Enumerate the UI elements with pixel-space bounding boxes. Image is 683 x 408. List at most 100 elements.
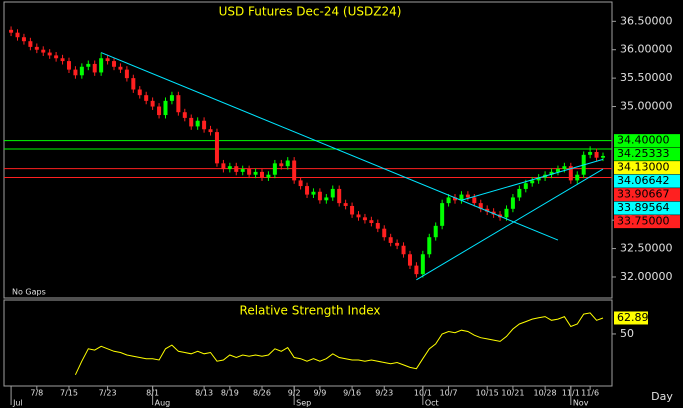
candle-body [169,95,174,101]
y-tick-label: 50 [620,327,634,340]
candle-body [395,242,400,246]
month-label: Sep [296,399,311,408]
price-label: 33.75000 [617,215,670,228]
price-label-box [614,215,680,229]
price-label: 34.06642 [617,174,670,187]
price-label-box [614,161,680,175]
candle-body [214,132,219,164]
candle-body [388,237,393,243]
candle-body [259,171,264,178]
candle-body [9,29,14,33]
price-label: 34.40000 [617,134,670,147]
candle-body [517,188,522,198]
price-label: 34.13000 [617,161,670,174]
candle-body [588,151,593,155]
candle-body [118,66,123,70]
candle-body [163,100,168,116]
candle-body [414,265,419,275]
rsi-line [74,312,604,376]
month-label: Aug [155,399,171,408]
candle-body [453,197,458,201]
price-label-box [614,174,680,188]
trendline [100,52,559,241]
chart-title: USD Futures Dec-24 (USDZ24) [219,5,402,19]
x-tick-label: 7/23 [99,389,117,398]
y-tick-label: 35.00000 [620,100,673,113]
candle-body [440,203,445,226]
candle-body [568,166,573,181]
x-tick-label: 8/13 [195,389,213,398]
candle-body [124,69,129,79]
x-tick-label: 8/26 [253,389,271,398]
candle-body [298,180,303,187]
x-tick-label: 9/23 [375,389,393,398]
y-tick-label: 32.00000 [620,270,673,283]
month-label: Oct [425,399,439,408]
candle-body [369,220,374,224]
candle-body [530,180,535,184]
candle-body [47,52,52,56]
candle-body [311,191,316,195]
y-tick-label: 36.50000 [620,14,673,27]
month-label: Jul [12,399,23,408]
price-label-box [614,147,680,161]
price-label-box [614,188,680,202]
candle-body [41,49,46,53]
x-tick-label: 10/21 [501,389,524,398]
x-tick-label: 8/19 [221,389,239,398]
candle-body [362,217,367,221]
y-tick-label: 36.00000 [620,43,673,56]
candle-body [195,120,200,127]
candle-body [465,194,470,198]
candle-body [131,78,136,90]
x-tick-label: 11/6 [581,389,599,398]
x-tick-label: 10/15 [476,389,499,398]
x-tick-label: 7/15 [60,389,78,398]
x-unit: Day [651,390,673,403]
candle-body [356,214,361,218]
candle-body [182,112,187,118]
candle-body [157,106,162,116]
candle-body [324,197,329,201]
note: No Gaps [12,288,46,297]
candle-body [600,155,605,158]
candle-body [427,237,432,255]
candle-body [92,63,97,73]
x-tick-label: 10/28 [534,389,557,398]
candle-body [536,177,541,181]
candle-body [446,197,451,204]
candle-body [99,58,104,73]
candle-body [472,197,477,204]
price-label-box [614,134,680,148]
candle-body [253,171,258,175]
candle-body [15,32,20,38]
candle-body [375,223,380,229]
candle-body [234,166,239,172]
candle-body [34,46,39,50]
candle-body [504,208,509,218]
month-label: Nov [573,399,589,408]
candle-body [420,254,425,275]
candle-body [407,254,412,266]
price-panel [3,1,613,299]
candle-body [279,163,284,167]
price-label: 33.89564 [617,201,670,214]
candle-body [112,61,117,67]
candle-body [433,225,438,238]
candle-body [575,174,580,181]
candle-body [176,95,181,113]
y-tick-label: 32.50000 [620,242,673,255]
price-label: 33.90667 [617,188,670,201]
trendline [416,168,604,281]
price-label-box [614,201,680,215]
rsi-panel [3,299,613,387]
value-label: 62.89 [617,311,649,324]
trendline [461,158,604,201]
candle-body [343,203,348,206]
candle-body [330,188,335,198]
candle-body [594,151,599,158]
candle-body [305,186,310,195]
candle-body [105,58,110,62]
candle-body [510,197,515,209]
x-tick-label: 9/9 [313,389,326,398]
